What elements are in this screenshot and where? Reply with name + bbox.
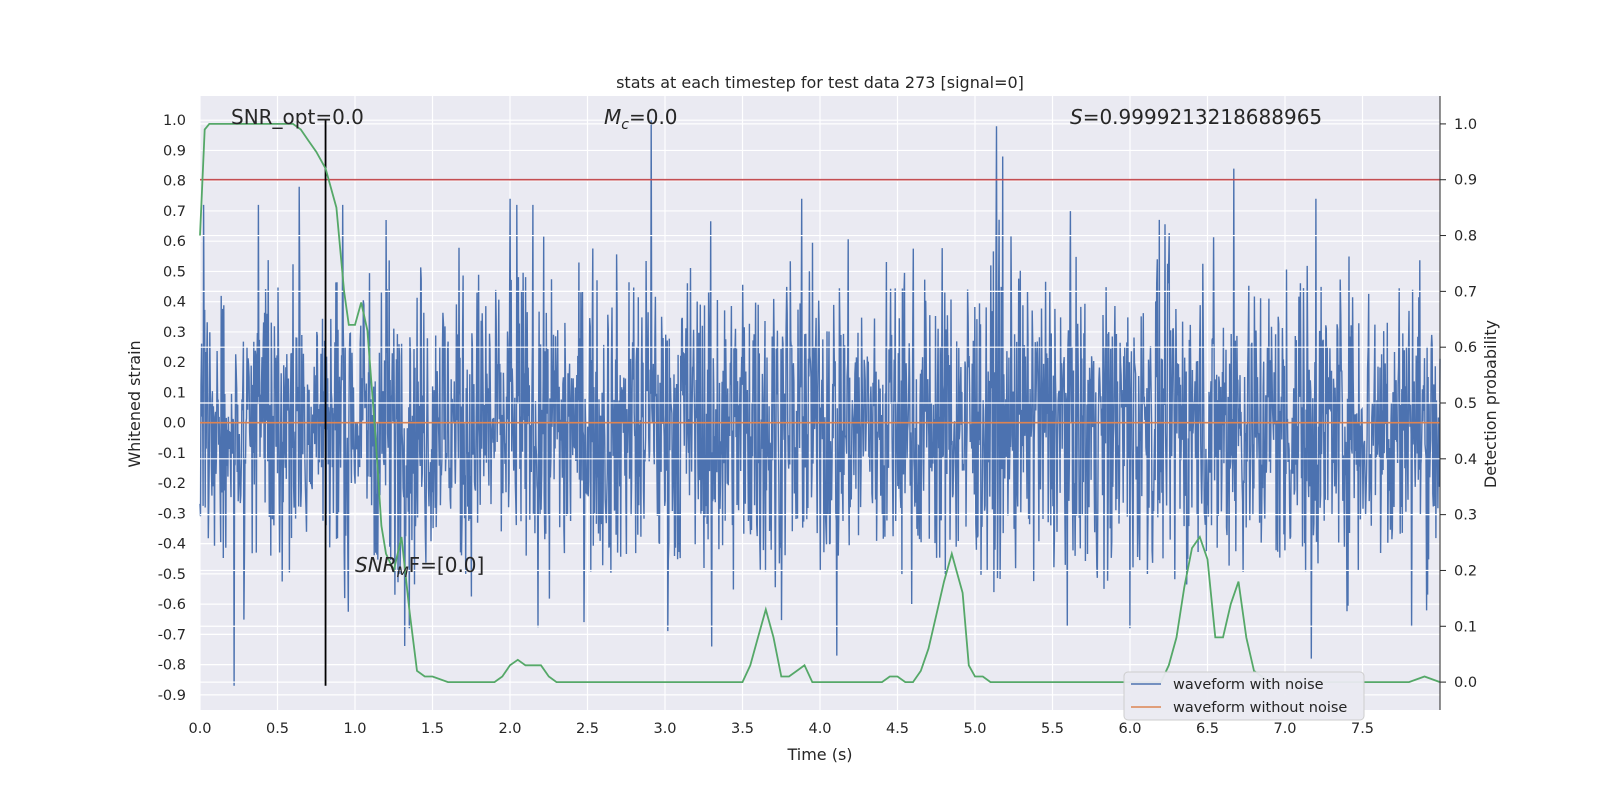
x-tick-label: 5.0 bbox=[963, 721, 986, 737]
y-left-tick-label: -0.1 bbox=[158, 446, 186, 462]
y-right-tick-label: 0.0 bbox=[1454, 675, 1477, 691]
y-left-tick-label: -0.3 bbox=[158, 506, 186, 522]
x-tick-label: 2.5 bbox=[576, 721, 599, 737]
y-left-tick-label: -0.4 bbox=[158, 537, 186, 553]
tick-labels: 0.0 0.5 1.0 1.5 2.0 2.5 3.0 3.5 4.0 4.5 5.0 5.5 6.0 6… bbox=[158, 96, 1477, 737]
y-axis-label-right: Detection probability bbox=[1481, 320, 1500, 488]
y-right-tick-label: 0.2 bbox=[1454, 563, 1477, 579]
y-left-tick-label: -0.2 bbox=[158, 476, 186, 492]
y-left-tick-label: 0.1 bbox=[163, 385, 186, 401]
y-axis-label-left: Whitened strain bbox=[125, 340, 144, 467]
y-left-tick-label: 0.4 bbox=[163, 295, 186, 311]
y-right-tick-label: 0.6 bbox=[1454, 340, 1477, 356]
x-tick-label: 0.5 bbox=[266, 721, 289, 737]
y-left-tick-label: -0.5 bbox=[158, 567, 186, 583]
y-right-tick-label: 0.5 bbox=[1454, 396, 1477, 412]
x-tick-label: 0.0 bbox=[188, 721, 211, 737]
annotation-s: S=0.9999213218688965 bbox=[1070, 105, 1322, 129]
x-axis-label: Time (s) bbox=[786, 745, 852, 764]
y-right-tick-label: 0.4 bbox=[1454, 452, 1477, 468]
y-left-tick-label: 0.3 bbox=[163, 325, 186, 341]
x-tick-label: 3.5 bbox=[731, 721, 754, 737]
x-tick-label: 7.0 bbox=[1273, 721, 1296, 737]
x-tick-label: 1.0 bbox=[343, 721, 366, 737]
y-left-tick-label: -0.9 bbox=[158, 688, 186, 704]
legend: waveform with noise waveform without noi… bbox=[1123, 671, 1365, 721]
y-right-tick-label: 0.8 bbox=[1454, 229, 1477, 245]
chart-title: stats at each timestep for test data 273… bbox=[616, 73, 1024, 92]
y-left-tick-label: -0.6 bbox=[158, 597, 186, 613]
y-right-tick-label: 0.9 bbox=[1454, 173, 1477, 189]
y-left-tick-label: 1.0 bbox=[163, 113, 186, 129]
y-left-tick-label: 0.5 bbox=[163, 264, 186, 280]
y-left-tick-label: 0.9 bbox=[163, 143, 186, 159]
y-left-tick-label: 0.8 bbox=[163, 174, 186, 190]
legend-label-noise: waveform with noise bbox=[1173, 677, 1324, 693]
x-tick-label: 4.5 bbox=[886, 721, 909, 737]
legend-box bbox=[1123, 671, 1365, 721]
x-tick-label: 5.5 bbox=[1041, 721, 1064, 737]
y-left-tick-label: 0.6 bbox=[163, 234, 186, 250]
detection-probability-line bbox=[199, 123, 1441, 683]
x-tick-label: 4.0 bbox=[808, 721, 831, 737]
y-left-tick-label: 0.0 bbox=[163, 416, 186, 432]
y-right-tick-label: 0.7 bbox=[1454, 284, 1477, 300]
x-tick-label: 6.5 bbox=[1196, 721, 1219, 737]
x-tick-label: 6.0 bbox=[1118, 721, 1141, 737]
annotation-mc: Mc=0.0 bbox=[604, 105, 678, 133]
x-tick-label: 3.0 bbox=[653, 721, 676, 737]
x-tick-label: 1.5 bbox=[421, 721, 444, 737]
y-right-tick-label: 0.1 bbox=[1454, 619, 1477, 635]
y-left-tick-label: 0.2 bbox=[163, 355, 186, 371]
annotation-snr-opt: SNR_opt=0.0 bbox=[231, 105, 364, 129]
y-left-tick-label: -0.8 bbox=[158, 658, 186, 674]
x-tick-label: 2.0 bbox=[498, 721, 521, 737]
y-right-tick-label: 1.0 bbox=[1454, 117, 1477, 133]
x-tick-label: 7.5 bbox=[1351, 721, 1374, 737]
y-right-tick-label: 0.3 bbox=[1454, 508, 1477, 524]
y-left-tick-label: -0.7 bbox=[158, 627, 186, 643]
y-left-tick-label: 0.7 bbox=[163, 204, 186, 220]
legend-label-clean: waveform without noise bbox=[1173, 700, 1347, 716]
annotation-snr-mf: SNRMF=[0.0] bbox=[355, 553, 484, 581]
